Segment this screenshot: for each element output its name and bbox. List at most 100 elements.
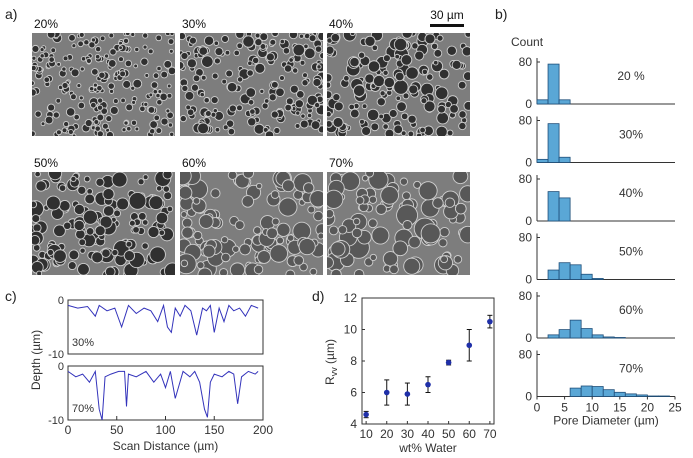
pore — [283, 47, 290, 54]
histogram-series-label: 70% — [619, 362, 643, 376]
pore — [126, 104, 133, 111]
profile-y-tick-label: 0 — [58, 361, 64, 373]
histogram-bar — [613, 337, 626, 339]
pore — [228, 172, 237, 179]
pore — [248, 61, 252, 66]
pore — [74, 204, 85, 215]
pore — [255, 38, 262, 46]
pore — [416, 133, 422, 136]
pore — [33, 244, 40, 251]
pore — [126, 126, 131, 131]
pore — [36, 181, 46, 191]
pore — [74, 220, 84, 231]
pore — [215, 111, 224, 120]
pore — [248, 99, 254, 105]
pore — [369, 196, 377, 203]
pore — [63, 222, 71, 230]
pore — [225, 50, 230, 55]
pore — [341, 172, 360, 191]
pore — [252, 57, 259, 64]
pore — [181, 52, 188, 60]
pore — [318, 33, 323, 41]
pore — [204, 98, 209, 103]
pore — [32, 201, 37, 208]
pore — [433, 198, 443, 208]
pore — [308, 206, 315, 213]
pore — [113, 99, 118, 104]
pore — [80, 248, 85, 253]
profile-series-label: 70% — [72, 403, 94, 415]
pore — [463, 72, 470, 81]
histogram-bar — [624, 393, 637, 397]
pore — [158, 90, 162, 94]
pore — [296, 111, 300, 115]
histogram-panel: 80 0 70% — [519, 348, 675, 404]
scatter-y-tick-label: 10 — [344, 323, 358, 337]
pore — [459, 122, 466, 130]
histogram-bar — [558, 329, 571, 339]
pore — [431, 43, 438, 50]
pore — [93, 83, 97, 87]
hist-x-axis-label: Pore Diameter (µm) — [553, 414, 659, 428]
pore — [299, 238, 315, 255]
pore — [422, 69, 428, 75]
profile-x-axis-label: Scan Distance (µm) — [113, 439, 219, 453]
pore — [198, 268, 212, 275]
pore — [32, 235, 40, 245]
pore — [56, 130, 61, 135]
pore — [119, 41, 123, 45]
pore — [272, 33, 278, 37]
pore — [255, 33, 260, 38]
pore — [267, 228, 278, 239]
pore — [395, 72, 404, 81]
pore — [156, 212, 168, 224]
pore — [371, 123, 379, 131]
pore — [129, 220, 135, 226]
pore — [32, 56, 36, 60]
pore — [309, 35, 316, 42]
pore — [376, 204, 386, 215]
pore — [133, 226, 139, 233]
pore — [32, 89, 36, 96]
pore — [226, 120, 234, 127]
pore — [318, 126, 323, 133]
pore — [384, 77, 395, 88]
pore — [286, 98, 293, 105]
pore — [149, 93, 153, 97]
pore — [78, 41, 84, 47]
pore — [78, 102, 85, 109]
pore — [156, 35, 162, 41]
pore — [359, 202, 368, 212]
scatter-x-axis-label: wt% Water — [398, 441, 457, 455]
pore — [377, 98, 385, 106]
pore — [110, 49, 116, 55]
pore — [169, 132, 174, 136]
pore — [359, 119, 365, 124]
pore — [383, 265, 390, 272]
depth-profile-line — [67, 303, 259, 336]
pore — [343, 75, 349, 81]
pore — [239, 69, 250, 79]
pore — [421, 224, 440, 243]
pore — [95, 126, 100, 131]
pore — [242, 196, 254, 207]
profile-y-tick-label: -10 — [48, 415, 64, 427]
pore — [165, 33, 170, 36]
pore — [129, 192, 146, 209]
pore — [53, 112, 59, 118]
scatter-x-tick-label: 30 — [401, 427, 415, 441]
histogram-stack: Count 80 0 20 % 80 0 30% 80 0 40% 80 0 50% 80 0 60% 80 0 7… — [511, 35, 682, 428]
pore — [403, 93, 409, 99]
pore — [114, 210, 121, 217]
histogram-panel: 80 0 50% — [519, 231, 675, 287]
pore — [79, 33, 84, 37]
pore — [331, 242, 345, 256]
pore — [301, 114, 305, 118]
pore — [424, 126, 434, 136]
pore — [148, 49, 153, 54]
pore — [403, 220, 412, 230]
pore — [304, 48, 315, 59]
pore — [138, 212, 146, 220]
pore — [123, 38, 129, 44]
